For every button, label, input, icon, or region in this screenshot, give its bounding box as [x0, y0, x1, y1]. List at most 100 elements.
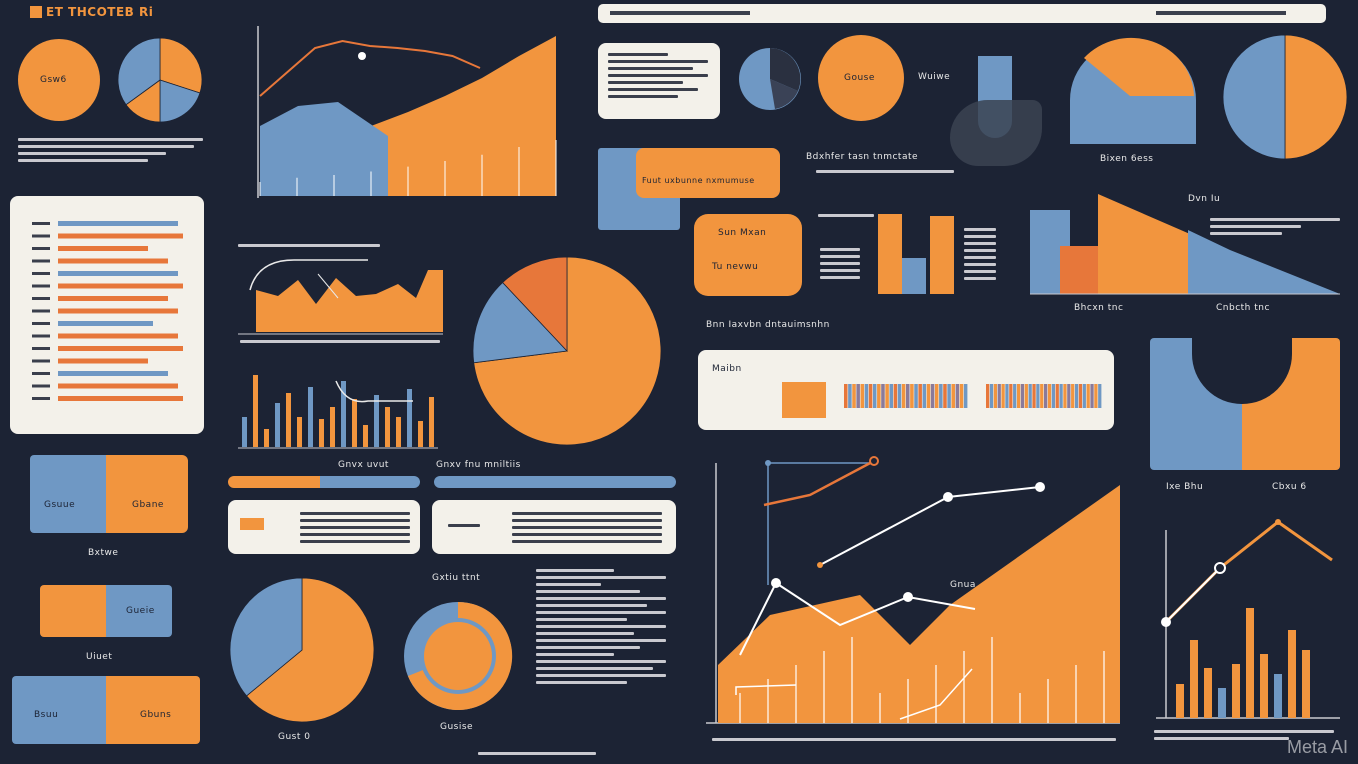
stacked-strip-1-cell-29	[959, 384, 964, 408]
big-line-chart	[706, 456, 1120, 724]
stacked-strip-1-cell-13	[893, 384, 898, 408]
center-pie-slice-3	[502, 256, 568, 353]
lower-title: Gnxv fnu mniltiis	[436, 460, 521, 470]
left-area-axis	[240, 336, 440, 347]
column-bar-7	[308, 387, 313, 447]
hbar-5	[58, 271, 178, 276]
top-area-point	[358, 52, 366, 60]
stacked-strip-1-cell-11	[885, 384, 889, 408]
column-bar-1	[242, 417, 247, 447]
hbar-label-9	[32, 322, 50, 325]
stacked-orange-square	[782, 382, 826, 418]
hbar-label-13	[32, 372, 50, 375]
stacked-strip-1-cell-2	[848, 384, 852, 408]
big-chart-mid-label: Gnua	[950, 580, 976, 590]
stacked-strip-2-cell-9	[1016, 384, 1021, 408]
stacked-strip-2-cell-19	[1055, 384, 1059, 408]
hbar-chart	[32, 221, 183, 401]
stacked-strip-2-cell-24	[1074, 384, 1079, 408]
hbar-4	[58, 258, 168, 264]
table-header-blue	[320, 476, 420, 488]
stacked-strip-1-cell-20	[922, 384, 927, 408]
top-left-pie	[117, 37, 203, 123]
stacked-strip-1-cell-24	[939, 384, 943, 408]
stacked-strip-2-cell-5	[1001, 384, 1005, 408]
small-line-label: Wuiwe	[918, 72, 951, 82]
table-card-1	[228, 500, 420, 554]
right-title: Dvn Iu	[1188, 194, 1221, 204]
dual-title: Bdxhfer tasn tnmctate	[806, 152, 919, 162]
stacked-strip-1-cell-15	[901, 384, 906, 408]
hbar-label-4	[32, 259, 50, 263]
small-bars-captions-right	[964, 224, 996, 284]
top-area-chart	[257, 26, 557, 198]
hbar-8	[58, 308, 178, 314]
stacked-strip-1-cell-6	[864, 384, 869, 408]
quote-a: Ixe Bhu	[1166, 482, 1204, 492]
small-bars-legend	[818, 210, 874, 221]
stacked-strip-2-cell-13	[1032, 384, 1036, 408]
left-block-c-label: Gueie	[126, 606, 155, 616]
top-left-pie-slice-2	[159, 79, 201, 123]
stacked-strip-2-cell-17	[1047, 384, 1052, 408]
tag-card-label: Fuut uxbunne nxmumuse	[642, 176, 755, 185]
stacked-strip-1-cell-10	[881, 384, 885, 408]
bottom-donut	[404, 601, 513, 710]
donut-title: Gxtiu ttnt	[432, 573, 481, 583]
table-card-1-mark	[240, 518, 264, 530]
right-bar-4	[1218, 688, 1226, 718]
stacked-strip-2-cell-15	[1040, 384, 1044, 408]
hbar-card	[10, 196, 204, 434]
stacked-strip-1-cell-28	[955, 384, 960, 408]
stacked-strip-2-cell-7	[1009, 384, 1013, 408]
stacked-strip-2-cell-11	[1024, 384, 1028, 408]
stacked-strip-2-cell-2	[989, 384, 994, 408]
stacked-strip-1-cell-30	[963, 384, 968, 408]
stacked-strip-2-cell-18	[1051, 384, 1055, 408]
column-bar-15	[396, 417, 401, 447]
hbar-label-15	[32, 397, 50, 400]
stacked-strip-2-cell-4	[997, 384, 1001, 408]
stacked-strip-1-cell-18	[914, 384, 918, 408]
orange-rounded-card	[694, 214, 802, 296]
orange-card-b: Tu nevwu	[712, 262, 759, 272]
column-bar-12	[363, 425, 368, 447]
right-bar-10	[1302, 650, 1310, 718]
stacked-strip-1	[844, 384, 968, 408]
column-bar-6	[297, 417, 302, 447]
stacked-strip-1-cell-12	[889, 384, 893, 408]
small-donut-pie	[739, 48, 801, 110]
search-bar-text-right	[1156, 11, 1286, 15]
left-block-b-label: Gbane	[132, 500, 164, 510]
dark-blob	[950, 100, 1042, 166]
stacked-strip-2-cell-30	[1098, 384, 1102, 408]
column-bar-13	[374, 395, 379, 447]
left-block-d2-label: Gbuns	[140, 710, 172, 720]
left-caption-a: Bxtwe	[88, 548, 119, 558]
right-bar-2	[1190, 640, 1198, 718]
stacked-strip-1-cell-27	[951, 384, 955, 408]
stacked-strip-2-cell-12	[1028, 384, 1032, 408]
right-pie-slice-2	[1222, 34, 1286, 160]
right-bar-5	[1232, 664, 1240, 718]
right-bar-3	[1204, 668, 1212, 718]
hbar-1	[58, 221, 178, 226]
hbar-3	[58, 246, 148, 251]
column-bar-5	[286, 393, 291, 447]
dual-title-sub	[816, 166, 954, 177]
bottom-pie-slice-1	[245, 577, 375, 723]
left-block-a-orange	[106, 455, 188, 533]
column-bar-11	[352, 399, 357, 447]
right-bar-8	[1274, 674, 1282, 718]
stacked-strip-1-cell-8	[872, 384, 877, 408]
stacked-strip-2-cell-6	[1005, 384, 1009, 408]
left-block-d-blue	[12, 676, 106, 744]
top-search-bar[interactable]	[598, 4, 1326, 23]
stacked-strip-1-cell-9	[877, 384, 881, 408]
top-left-pie-slice-4	[117, 37, 161, 106]
table-header-2	[434, 476, 676, 488]
stacked-strip-1-cell-3	[852, 384, 856, 408]
left-block-d1-label: Bsuu	[34, 710, 59, 720]
half-pie-chart	[1070, 37, 1196, 144]
stacked-strip-2-cell-10	[1020, 384, 1025, 408]
